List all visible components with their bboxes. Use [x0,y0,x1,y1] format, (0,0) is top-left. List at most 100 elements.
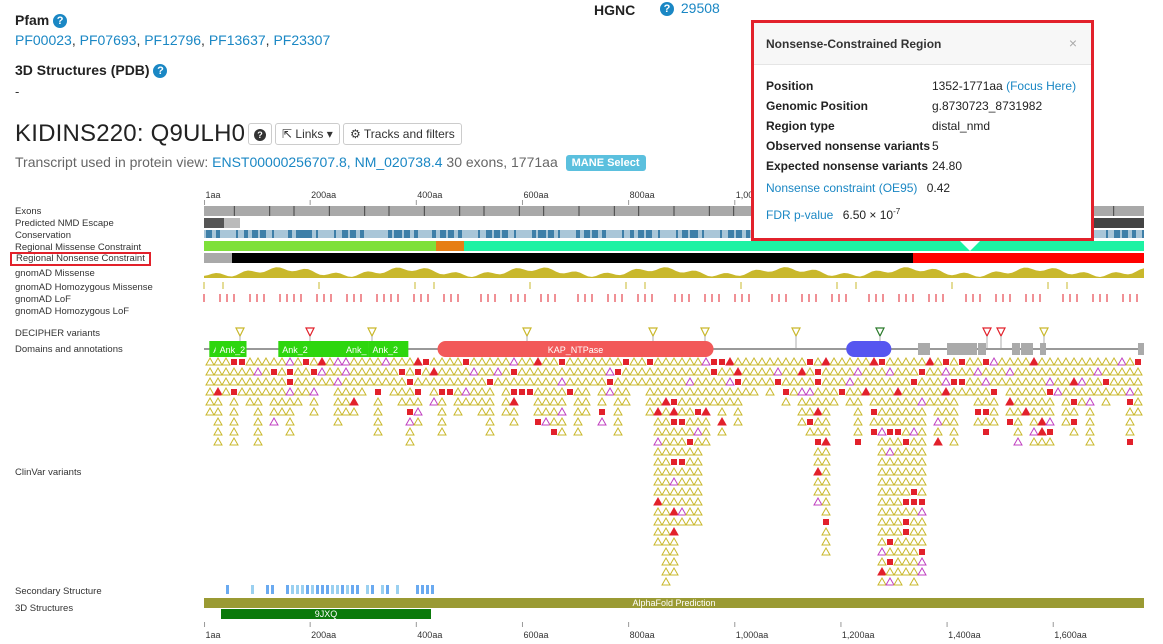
clinvar-variant[interactable] [669,496,679,506]
clinvar-variant[interactable] [677,496,687,506]
tracks-filters-button[interactable]: ⚙ Tracks and filters [343,123,462,145]
clinvar-variant[interactable] [885,416,895,426]
clinvar-variant[interactable] [749,376,759,386]
clinvar-variant[interactable] [989,366,999,376]
clinvar-variant[interactable] [901,486,911,496]
clinvar-variant[interactable] [821,466,831,476]
clinvar-variant[interactable] [325,356,335,366]
clinvar-variant[interactable] [685,516,695,526]
clinvar-variant[interactable] [653,396,663,406]
clinvar-variant[interactable] [205,356,215,366]
clinvar-variant[interactable] [685,376,695,386]
clinvar-variant[interactable] [909,386,919,396]
oe-help-link[interactable]: Nonsense constraint (OE95) [766,181,918,195]
clinvar-variant[interactable] [845,376,855,386]
clinvar-variant[interactable] [829,366,839,376]
clinvar-variant[interactable] [709,386,719,396]
clinvar-variant[interactable] [653,416,663,426]
clinvar-variant[interactable] [693,436,703,446]
clinvar-variant[interactable] [373,406,383,416]
clinvar-variant[interactable] [557,426,567,436]
clinvar-variant[interactable] [1045,406,1055,416]
clinvar-variant[interactable] [485,426,495,436]
clinvar-variant[interactable] [1093,366,1103,376]
clinvar-variant[interactable] [287,379,293,385]
clinvar-variant[interactable] [1045,376,1055,386]
clinvar-variant[interactable] [693,486,703,496]
clinvar-variant[interactable] [551,429,557,435]
clinvar-variant[interactable] [687,439,693,445]
clinvar-variant[interactable] [949,416,959,426]
links-button[interactable]: ⇱ Links ▾ [276,124,339,144]
clinvar-variant[interactable] [925,376,935,386]
clinvar-variant[interactable] [797,376,807,386]
clinvar-variant[interactable] [349,376,359,386]
clinvar-variant[interactable] [557,396,567,406]
clinvar-variant[interactable] [877,536,887,546]
clinvar-variant[interactable] [989,406,999,416]
clinvar-variant[interactable] [557,416,567,426]
clinvar-variant[interactable] [669,426,679,436]
clinvar-variant[interactable] [645,376,655,386]
refseq-transcript-link[interactable]: NM_020738.4 [354,154,443,170]
clinvar-variant[interactable] [309,356,319,366]
clinvar-variant[interactable] [599,409,605,415]
clinvar-variant[interactable] [733,406,743,416]
clinvar-variant[interactable] [405,356,415,366]
clinvar-variant[interactable] [917,506,927,516]
clinvar-variant[interactable] [549,416,559,426]
clinvar-variant[interactable] [373,376,383,386]
clinvar-variant[interactable] [901,446,911,456]
clinvar-variant[interactable] [983,409,989,415]
clinvar-variant[interactable] [893,556,903,566]
clinvar-variant[interactable] [983,429,989,435]
clinvar-variant[interactable] [1125,376,1135,386]
clinvar-variant[interactable] [1005,406,1015,416]
clinvar-variant[interactable] [869,396,879,406]
clinvar-variant[interactable] [717,426,727,436]
clinvar-variant[interactable] [1061,416,1071,426]
clinvar-variant[interactable] [1029,386,1039,396]
clinvar-variant[interactable] [901,366,911,376]
fdr-help-link[interactable]: FDR p-value [766,208,834,222]
clinvar-variant[interactable] [821,446,831,456]
clinvar-variant[interactable] [573,406,583,416]
clinvar-variant[interactable] [685,356,695,366]
clinvar-variant[interactable] [1029,366,1039,376]
clinvar-variant[interactable] [269,376,279,386]
clinvar-variant[interactable] [221,376,231,386]
clinvar-variant[interactable] [647,359,653,365]
clinvar-variant[interactable] [293,366,303,376]
clinvar-variant[interactable] [437,406,447,416]
clinvar-variant[interactable] [525,356,535,366]
clinvar-variant[interactable] [885,386,895,396]
clinvar-variant[interactable] [893,506,903,516]
clinvar-variant[interactable] [885,546,895,556]
clinvar-variant[interactable] [669,356,679,366]
clinvar-variant[interactable] [341,386,351,396]
clinvar-variant[interactable] [245,396,255,406]
clinvar-variant[interactable] [951,379,957,385]
clinvar-variant[interactable] [485,386,495,396]
clinvar-variant[interactable] [213,416,223,426]
clinvar-variant[interactable] [917,466,927,476]
clinvar-variant[interactable] [445,356,455,366]
clinvar-variant[interactable] [917,426,927,436]
clinvar-variant[interactable] [781,376,791,386]
clinvar-variant[interactable] [637,376,647,386]
clinvar-variant[interactable] [829,396,839,406]
clinvar-variant[interactable] [973,416,983,426]
clinvar-variant[interactable] [821,506,831,516]
clinvar-variant[interactable] [1029,406,1039,416]
clinvar-variant[interactable] [815,379,821,385]
clinvar-variant[interactable] [813,486,823,496]
clinvar-variant[interactable] [661,576,671,586]
clinvar-variant[interactable] [821,396,831,406]
clinvar-variant[interactable] [559,359,565,365]
clinvar-variant[interactable] [669,406,679,416]
clinvar-variant[interactable] [415,389,421,395]
clinvar-variant[interactable] [1013,356,1023,366]
clinvar-variant[interactable] [973,396,983,406]
clinvar-variant[interactable] [1101,356,1111,366]
clinvar-variant[interactable] [205,376,215,386]
